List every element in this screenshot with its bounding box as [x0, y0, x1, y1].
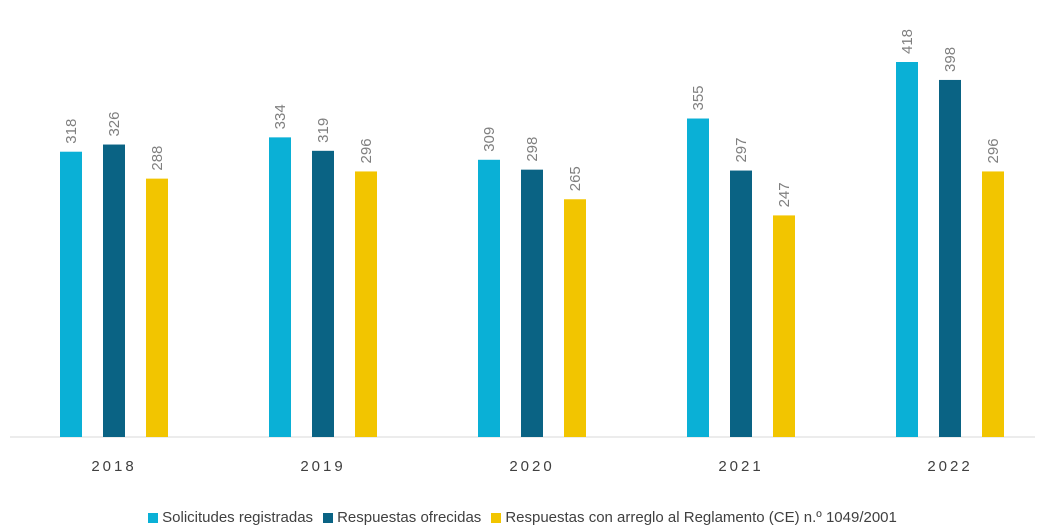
- plot: 2018 318 326 288 2019 334 319 296 2020 309 298 265 2…: [10, 29, 1035, 475]
- legend-label: Respuestas con arreglo al Reglamento (CE…: [505, 509, 897, 526]
- data-label: 296: [985, 138, 1002, 163]
- bar: [687, 118, 709, 438]
- bar: [896, 62, 918, 437]
- data-label: 265: [567, 166, 584, 191]
- data-label: 319: [315, 118, 332, 143]
- bar: [564, 199, 586, 437]
- data-label: 334: [272, 104, 289, 129]
- data-label: 297: [733, 138, 750, 163]
- legend-swatch: [148, 512, 159, 523]
- legend-item: Respuestas con arreglo al Reglamento (CE…: [491, 509, 897, 526]
- bar: [521, 169, 543, 437]
- bar: [355, 171, 377, 437]
- data-label: 398: [942, 47, 959, 72]
- bar: [103, 144, 125, 437]
- bar: [312, 150, 334, 437]
- data-label: 318: [63, 119, 80, 144]
- data-label: 355: [690, 85, 707, 110]
- data-label: 298: [524, 137, 541, 162]
- data-label: 326: [106, 112, 123, 137]
- bar: [478, 159, 500, 437]
- data-label: 309: [481, 127, 498, 152]
- legend-label: Solicitudes registradas: [162, 509, 314, 526]
- legend: Solicitudes registradas Respuestas ofreci…: [0, 509, 1045, 526]
- bar: [939, 79, 961, 438]
- bar: [982, 171, 1004, 437]
- bar: [60, 151, 82, 437]
- legend-item: Respuestas ofrecidas: [323, 509, 481, 526]
- bar: [146, 178, 168, 437]
- bar: [730, 170, 752, 438]
- data-label: 418: [899, 29, 916, 54]
- data-label: 247: [776, 182, 793, 207]
- x-tick-label: 2021: [718, 458, 763, 475]
- data-label: 288: [149, 146, 166, 171]
- x-tick-label: 2019: [300, 458, 345, 475]
- bar: [773, 215, 795, 437]
- legend-label: Respuestas ofrecidas: [337, 509, 482, 526]
- x-tick-label: 2020: [509, 458, 554, 475]
- legend-swatch: [491, 512, 502, 523]
- x-tick-label: 2022: [927, 458, 972, 475]
- legend-swatch: [323, 512, 334, 523]
- data-label: 296: [358, 138, 375, 163]
- legend-item: Solicitudes registradas: [148, 509, 313, 526]
- x-tick-label: 2018: [91, 458, 136, 475]
- bar: [269, 137, 291, 437]
